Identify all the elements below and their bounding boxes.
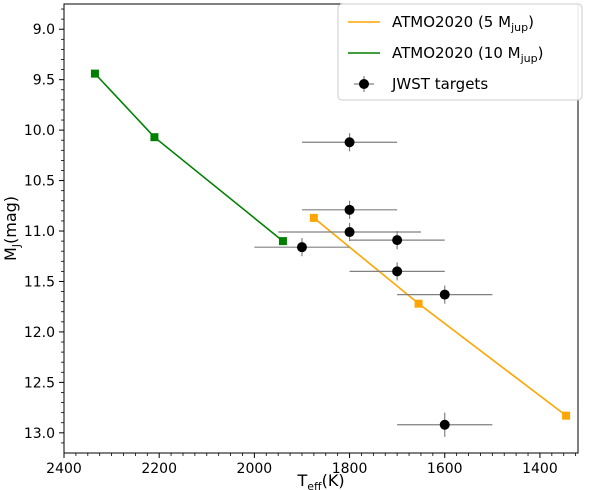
x-tick-label: 2000 <box>237 461 273 477</box>
y-axis-label: MJ(mag) <box>1 196 23 261</box>
y-axis-label-unit: (mag) <box>1 196 20 244</box>
y-axis: 9.0 9.5 10.0 10.5 11.0 11.5 12.0 12.5 13.0 <box>24 8 64 444</box>
legend-entry-atmo-5: ATMO2020 (5 Mjup) <box>348 13 534 34</box>
series-marker-0 <box>414 299 423 308</box>
data-point <box>344 204 355 215</box>
y-tick-label: 9.5 <box>33 73 55 89</box>
x-axis-label-sub: eff <box>307 480 322 490</box>
data-point <box>344 227 355 238</box>
legend-label-atmo-10: ATMO2020 (10 Mjup) <box>392 44 543 65</box>
data-point <box>439 289 450 300</box>
data-point <box>439 419 450 430</box>
data-point <box>392 266 403 277</box>
x-axis-label-unit: (K) <box>322 471 345 490</box>
legend: ATMO2020 (5 Mjup) ATMO2020 (10 Mjup) JWS… <box>337 3 583 101</box>
x-tick-label: 2400 <box>46 461 82 477</box>
legend-marker-jwst <box>359 79 369 89</box>
x-tick-label: 2200 <box>141 461 177 477</box>
x-tick-label: 1400 <box>522 461 558 477</box>
y-axis-label-sub: J <box>10 244 23 248</box>
legend-entry-atmo-10: ATMO2020 (10 Mjup) <box>348 44 543 65</box>
x-tick-label: 1600 <box>427 461 463 477</box>
series-line-1 <box>94 73 284 242</box>
series-marker-0 <box>309 213 318 222</box>
y-tick-label: 11.0 <box>24 224 55 240</box>
y-tick-label: 11.5 <box>24 274 55 290</box>
legend-label-atmo-5: ATMO2020 (5 Mjup) <box>392 13 534 34</box>
series-marker-1 <box>90 69 99 78</box>
data-point <box>344 137 355 148</box>
y-tick-label: 13.0 <box>24 426 55 442</box>
legend-box <box>337 3 583 101</box>
y-tick-label: 10.5 <box>24 174 55 190</box>
data-point <box>296 242 307 253</box>
y-tick-label: 10.0 <box>24 123 55 139</box>
x-axis-label-main: T <box>296 471 307 490</box>
plot-area <box>90 69 571 437</box>
series-marker-1 <box>150 133 159 142</box>
series-marker-1 <box>278 237 287 246</box>
y-tick-label: 12.5 <box>24 375 55 391</box>
y-tick-label: 12.0 <box>24 325 55 341</box>
series-marker-0 <box>562 411 571 420</box>
series-line-0 <box>313 217 567 417</box>
legend-entry-jwst: JWST targets <box>354 75 488 93</box>
plot-frame <box>63 3 579 454</box>
data-point <box>392 235 403 246</box>
y-tick-label: 9.0 <box>33 22 55 38</box>
y-axis-label-main: M <box>1 247 20 261</box>
legend-label-jwst: JWST targets <box>391 75 488 93</box>
x-axis-label: Teff(K) <box>296 471 344 490</box>
x-tick-label: 1800 <box>332 461 368 477</box>
x-axis: 2400 2200 2000 1800 1600 1400 <box>46 453 577 477</box>
